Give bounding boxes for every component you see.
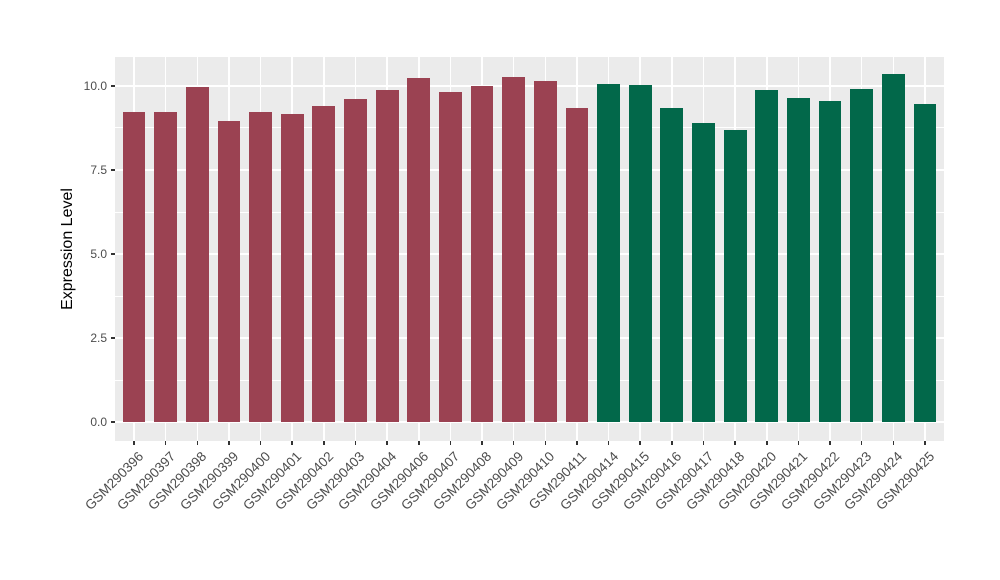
bar-GSM290401 bbox=[280, 114, 304, 423]
bar-GSM290411 bbox=[565, 107, 589, 423]
y-tick-label: 10.0 bbox=[83, 78, 107, 93]
x-tick-mark bbox=[512, 441, 515, 445]
x-tick-mark bbox=[481, 441, 483, 445]
bar-GSM290424 bbox=[881, 74, 905, 423]
x-tick-mark bbox=[576, 441, 578, 445]
x-tick-mark bbox=[797, 441, 800, 445]
y-tick-mark bbox=[111, 337, 115, 339]
x-tick-mark bbox=[386, 441, 388, 445]
y-tick-label: 5.0 bbox=[90, 247, 107, 262]
plot-panel bbox=[115, 57, 944, 441]
x-tick-mark bbox=[734, 441, 736, 445]
gridline-minor-y bbox=[115, 211, 944, 213]
gridline-minor-y bbox=[115, 127, 944, 129]
x-tick-mark bbox=[354, 441, 357, 445]
bar-GSM290425 bbox=[913, 104, 937, 423]
y-tick-mark bbox=[111, 253, 115, 255]
gridline-major-y bbox=[115, 169, 944, 171]
bar-GSM290407 bbox=[439, 91, 462, 423]
y-tick-label: 2.5 bbox=[90, 331, 107, 346]
bar-GSM290403 bbox=[344, 98, 367, 423]
x-tick-mark bbox=[544, 441, 547, 445]
bar-GSM290421 bbox=[787, 98, 810, 423]
bar-GSM290398 bbox=[185, 86, 209, 423]
x-tick-mark bbox=[164, 441, 167, 445]
bar-GSM290417 bbox=[692, 122, 715, 423]
x-tick-mark bbox=[924, 441, 926, 445]
bar-GSM290404 bbox=[375, 90, 399, 423]
bar-GSM290418 bbox=[723, 129, 747, 423]
y-tick-mark bbox=[111, 169, 115, 171]
x-tick-mark bbox=[418, 441, 420, 445]
bar-GSM290396 bbox=[122, 112, 146, 423]
x-tick-mark bbox=[449, 441, 452, 445]
bar-GSM290408 bbox=[470, 85, 494, 423]
bar-GSM290400 bbox=[249, 112, 272, 423]
y-tick-label: 0.0 bbox=[90, 415, 107, 430]
bar-GSM290402 bbox=[312, 106, 336, 423]
y-tick-mark bbox=[111, 421, 115, 423]
x-tick-mark bbox=[196, 441, 199, 445]
gridline-major-y bbox=[115, 421, 944, 423]
x-tick-mark bbox=[766, 441, 768, 445]
bar-GSM290422 bbox=[818, 101, 842, 423]
gridline-major-y bbox=[115, 253, 944, 255]
x-tick-mark bbox=[133, 441, 135, 445]
bar-GSM290415 bbox=[628, 85, 652, 423]
x-tick-mark bbox=[291, 441, 293, 445]
x-tick-mark bbox=[829, 441, 831, 445]
bar-GSM290409 bbox=[502, 77, 526, 423]
gridline-minor-y bbox=[115, 295, 944, 297]
x-tick-mark bbox=[259, 441, 262, 445]
y-tick-label: 7.5 bbox=[90, 162, 107, 177]
x-tick-mark bbox=[607, 441, 610, 445]
bar-GSM290410 bbox=[533, 80, 557, 423]
bar-GSM290397 bbox=[154, 112, 178, 423]
x-tick-mark bbox=[671, 441, 673, 445]
x-tick-mark bbox=[639, 441, 641, 445]
x-tick-mark bbox=[702, 441, 705, 445]
bar-GSM290414 bbox=[597, 84, 620, 423]
gridline-minor-y bbox=[115, 379, 944, 381]
bar-GSM290406 bbox=[407, 77, 431, 423]
bar-GSM290420 bbox=[755, 90, 779, 423]
x-tick-mark bbox=[892, 441, 895, 445]
gridline-major-y bbox=[115, 337, 944, 339]
gridline-major-y bbox=[115, 85, 944, 87]
bar-GSM290423 bbox=[850, 88, 874, 423]
x-tick-mark bbox=[228, 441, 230, 445]
x-tick-mark bbox=[323, 441, 325, 445]
y-tick-mark bbox=[111, 85, 115, 87]
bar-GSM290416 bbox=[660, 108, 684, 423]
bar-GSM290399 bbox=[217, 121, 241, 423]
x-tick-mark bbox=[860, 441, 863, 445]
